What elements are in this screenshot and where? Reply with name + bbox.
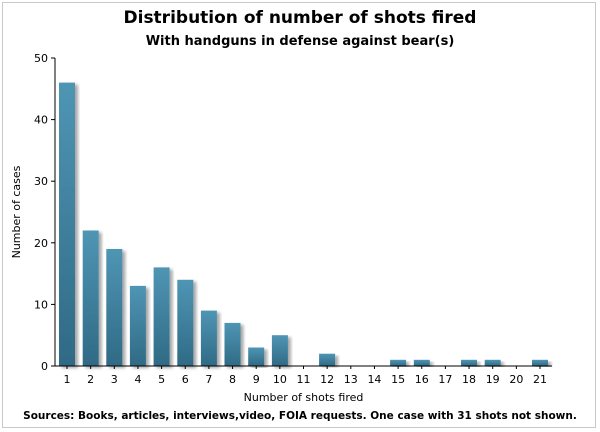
x-tick-label-1: 1 [64, 373, 71, 386]
x-tick-label-2: 2 [87, 373, 94, 386]
y-axis-label: Number of cases [10, 165, 23, 258]
bars-group [59, 82, 548, 366]
bar-7 [200, 310, 217, 366]
x-tick-label-6: 6 [182, 373, 189, 386]
bar-8 [224, 322, 241, 366]
y-tick-label-10: 10 [34, 298, 48, 311]
x-tick-label-4: 4 [134, 373, 141, 386]
sources-footnote: Sources: Books, articles, interviews,vid… [23, 410, 577, 422]
bar-1 [59, 82, 75, 366]
y-tick-label-20: 20 [34, 237, 48, 250]
bar-6 [177, 279, 194, 366]
bar-10 [271, 335, 288, 366]
x-tick-label-8: 8 [229, 373, 236, 386]
bar-2 [82, 230, 99, 366]
x-tick-label-7: 7 [205, 373, 212, 386]
x-tick-label-13: 13 [344, 373, 358, 386]
x-tick-label-21: 21 [533, 373, 547, 386]
bar-21 [532, 359, 548, 366]
x-tick-label-5: 5 [158, 373, 165, 386]
bar-19 [484, 359, 501, 366]
y-tick-label-30: 30 [34, 175, 48, 188]
x-tick-label-12: 12 [320, 373, 334, 386]
y-tick-label-0: 0 [41, 360, 48, 373]
x-tick-label-10: 10 [273, 373, 287, 386]
x-tick-label-19: 19 [486, 373, 500, 386]
chart-frame [2, 2, 596, 428]
x-tick-label-14: 14 [367, 373, 381, 386]
x-tick-label-18: 18 [462, 373, 476, 386]
bar-3 [106, 249, 123, 366]
bar-18 [461, 359, 477, 366]
chart-subtitle: With handguns in defense against bear(s) [145, 34, 455, 49]
x-tick-label-3: 3 [111, 373, 118, 386]
bar-15 [390, 359, 407, 366]
x-tick-label-11: 11 [297, 373, 311, 386]
x-tick-label-20: 20 [509, 373, 523, 386]
x-axis-label: Number of shots fired [244, 391, 364, 404]
bar-5 [153, 267, 170, 366]
x-tick-label-9: 9 [253, 373, 260, 386]
x-tick-label-15: 15 [391, 373, 405, 386]
y-tick-label-50: 50 [34, 52, 48, 65]
x-tick-label-16: 16 [415, 373, 429, 386]
bar-16 [413, 359, 430, 366]
bar-12 [319, 353, 336, 366]
chart-title: Distribution of number of shots fired [123, 8, 477, 28]
bar-4 [129, 285, 146, 366]
y-tick-label-40: 40 [34, 114, 48, 127]
bar-9 [248, 347, 265, 366]
x-tick-label-17: 17 [438, 373, 452, 386]
